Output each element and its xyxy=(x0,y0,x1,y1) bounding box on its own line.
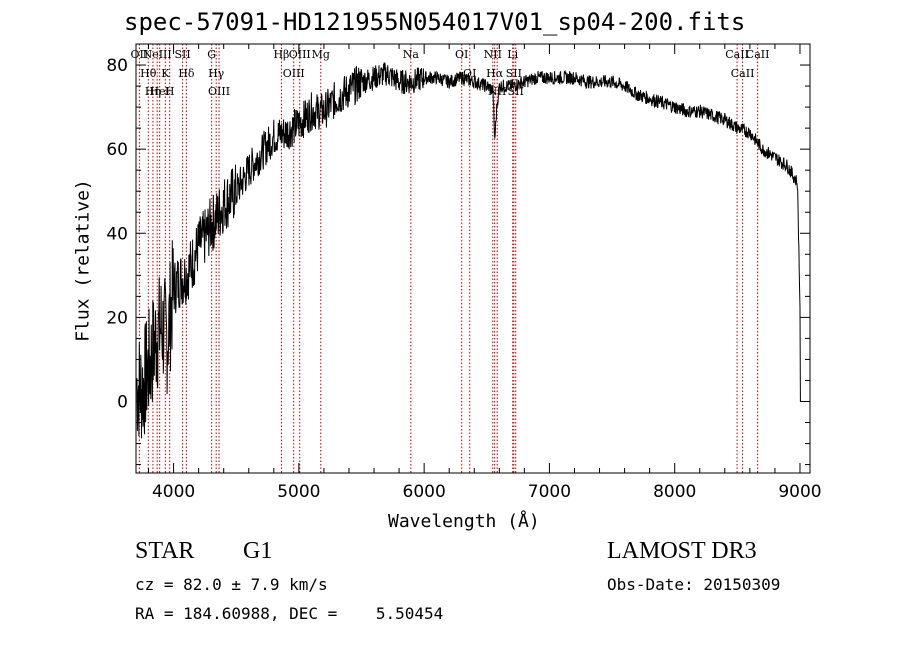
redshift-cz: cz = 82.0 ± 7.9 km/s xyxy=(135,575,328,594)
spectral-line-label: Hβ xyxy=(273,48,289,61)
spectral-line-label: NeIII xyxy=(143,48,172,61)
spectral-line-label: CaII xyxy=(725,48,749,61)
spectral-line-label: G xyxy=(207,48,216,61)
spectral-line-label: OI xyxy=(455,48,468,61)
x-tick-label: 7000 xyxy=(528,482,571,502)
spectral-line-label: K xyxy=(161,67,170,80)
survey-name: LAMOST DR3 xyxy=(607,538,757,564)
y-tick-label: 20 xyxy=(106,308,128,328)
spectral-line-label: Mg xyxy=(312,48,330,61)
y-tick-label: 80 xyxy=(106,56,128,76)
spectral-line-label: Hα xyxy=(486,67,504,80)
plot-frame xyxy=(135,43,811,474)
spectrum-line xyxy=(136,62,802,439)
x-tick-label: 9000 xyxy=(778,482,821,502)
ra-dec: RA = 184.60988, DEC = 5.50454 xyxy=(135,604,444,623)
spectral-line-label: OII xyxy=(131,48,149,61)
spectral-line-label: Hη xyxy=(145,85,161,98)
x-tick-label: 8000 xyxy=(653,482,696,502)
x-tick-label: 5000 xyxy=(277,482,320,502)
spectral-line-label: CaII xyxy=(731,67,755,80)
spectral-line-label: CaII xyxy=(746,48,770,61)
spectral-line-label: OIII xyxy=(283,67,305,80)
spectral-line-label: SII xyxy=(174,48,190,61)
object-subclass: G1 xyxy=(243,538,273,564)
chart-title: spec-57091-HD121955N054017V01_sp04-200.f… xyxy=(124,8,746,36)
spectral-line-label: H xyxy=(165,85,175,98)
object-class: STAR xyxy=(135,538,195,564)
spectral-line-label: SII xyxy=(506,67,522,80)
spectral-line-label: Hγ xyxy=(208,67,225,80)
spectral-line-label: NII xyxy=(484,48,502,61)
y-tick-label: 0 xyxy=(117,393,128,413)
spectral-line-label: Na xyxy=(403,48,420,61)
spectral-line-label: OIII xyxy=(289,48,311,61)
spectral-line-label: Li xyxy=(507,48,518,61)
obs-date: Obs-Date: 20150309 xyxy=(607,575,781,594)
spectral-line-label: OIII xyxy=(208,85,230,98)
y-tick-label: 60 xyxy=(106,140,128,160)
x-axis-label: Wavelength (Å) xyxy=(388,511,540,532)
x-tick-label: 6000 xyxy=(403,482,446,502)
y-tick-label: 40 xyxy=(106,224,128,244)
spectral-line-label: Hδ xyxy=(178,67,195,80)
y-axis-label: Flux (relative) xyxy=(72,179,94,342)
spectral-line-label: HeI xyxy=(149,85,169,98)
x-tick-label: 4000 xyxy=(152,482,195,502)
spectral-line-label: Hθ xyxy=(140,67,157,80)
